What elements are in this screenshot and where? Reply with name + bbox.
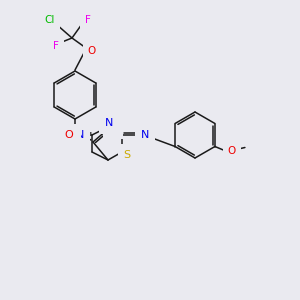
Text: N: N [105,118,113,128]
Text: F: F [53,41,59,51]
Text: N: N [141,130,149,140]
Text: N: N [76,130,84,140]
Text: Cl: Cl [45,15,55,25]
Text: H: H [68,130,76,140]
Text: O: O [88,46,96,56]
Text: S: S [123,150,130,160]
Text: O: O [64,130,74,140]
Text: O: O [109,123,117,133]
Text: F: F [85,15,91,25]
Text: O: O [228,146,236,155]
